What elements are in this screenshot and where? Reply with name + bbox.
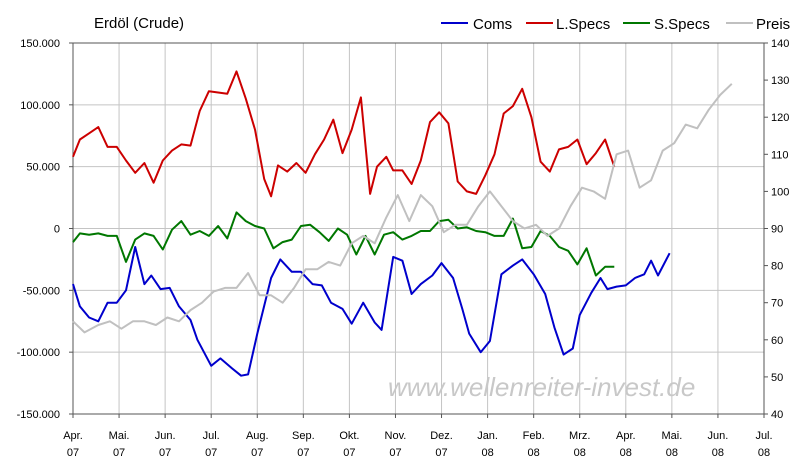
x-tick-label-year: 07 xyxy=(205,447,217,459)
y-right-tick-label: 120 xyxy=(771,112,789,124)
series-line-coms xyxy=(72,246,671,377)
x-tick-label-year: 07 xyxy=(251,447,263,459)
x-tick-label-year: 08 xyxy=(574,447,586,459)
x-tick-label-year: 08 xyxy=(666,447,678,459)
x-tick-label-month: Jul. xyxy=(755,430,772,442)
y-right-tick-label: 50 xyxy=(771,372,783,384)
x-tick-label-month: Apr. xyxy=(63,430,83,442)
x-tick-label-year: 08 xyxy=(481,447,493,459)
x-tick-label-month: Aug. xyxy=(246,430,269,442)
x-tick-label-month: Dez. xyxy=(430,430,453,442)
x-tick-label-month: Jun. xyxy=(708,430,729,442)
legend-label-s-specs: S.Specs xyxy=(654,16,710,33)
x-tick-label-month: Mrz. xyxy=(569,430,590,442)
y-right-tick-label: 100 xyxy=(771,186,789,198)
x-tick-label-year: 08 xyxy=(528,447,540,459)
chart-title: Erdöl (Crude) xyxy=(94,15,184,32)
x-tick-label-month: Feb. xyxy=(523,430,545,442)
x-tick-label-year: 07 xyxy=(343,447,355,459)
series-line-preis xyxy=(72,83,733,334)
x-tick-label-month: Mai. xyxy=(109,430,130,442)
y-right-tick-label: 130 xyxy=(771,75,789,87)
x-tick-label-year: 07 xyxy=(389,447,401,459)
x-tick-label-month: Jun. xyxy=(155,430,176,442)
y-right-tick-label: 110 xyxy=(771,149,789,161)
y-left-tick-label: 50.000 xyxy=(26,162,60,174)
axes: -150.000 -100.000 -50.000 0 50.000 100.000 150… xyxy=(17,38,790,459)
y-left-tick-label: 0 xyxy=(54,224,60,236)
y-right-tick-label: 80 xyxy=(771,261,783,273)
y-right-tick-label: 40 xyxy=(771,409,783,421)
x-tick-label-year: 07 xyxy=(159,447,171,459)
x-tick-label-year: 07 xyxy=(67,447,79,459)
y-left-tick-label: 100.000 xyxy=(20,100,60,112)
watermark-text: www.wellenreiter-invest.de xyxy=(388,372,695,402)
x-tick-label-year: 08 xyxy=(712,447,724,459)
series-group xyxy=(72,70,733,377)
x-tick-label-year: 07 xyxy=(113,447,125,459)
x-tick-label-month: Okt. xyxy=(339,430,359,442)
x-tick-label-year: 08 xyxy=(758,447,770,459)
legend-label-coms: Coms xyxy=(473,16,512,33)
series-line-s-specs xyxy=(72,211,615,277)
legend-label-l-specs: L.Specs xyxy=(556,16,610,33)
x-tick-label-month: Sep. xyxy=(292,430,315,442)
x-tick-label-month: Jan. xyxy=(477,430,498,442)
grid xyxy=(72,42,765,415)
x-tick-label-month: Jul. xyxy=(203,430,220,442)
x-tick-label-year: 07 xyxy=(435,447,447,459)
y-right-tick-label: 140 xyxy=(771,38,789,50)
x-tick-label-year: 08 xyxy=(620,447,632,459)
y-right-tick-label: 60 xyxy=(771,335,783,347)
y-left-tick-label: -50.000 xyxy=(23,285,60,297)
y-left-tick-label: -150.000 xyxy=(17,409,60,421)
legend-label-preis: Preis xyxy=(756,16,790,33)
y-right-tick-label: 90 xyxy=(771,224,783,236)
y-left-tick-label: 150.000 xyxy=(20,38,60,50)
x-tick-label-month: Nov. xyxy=(385,430,407,442)
x-tick-label-month: Mai. xyxy=(661,430,682,442)
series-line-l-specs xyxy=(72,70,616,198)
x-tick-label-year: 07 xyxy=(297,447,309,459)
x-tick-label-month: Apr. xyxy=(616,430,636,442)
y-left-tick-label: -100.000 xyxy=(17,347,60,359)
y-right-tick-label: 70 xyxy=(771,298,783,310)
legend: Coms L.Specs S.Specs Preis xyxy=(441,16,790,33)
